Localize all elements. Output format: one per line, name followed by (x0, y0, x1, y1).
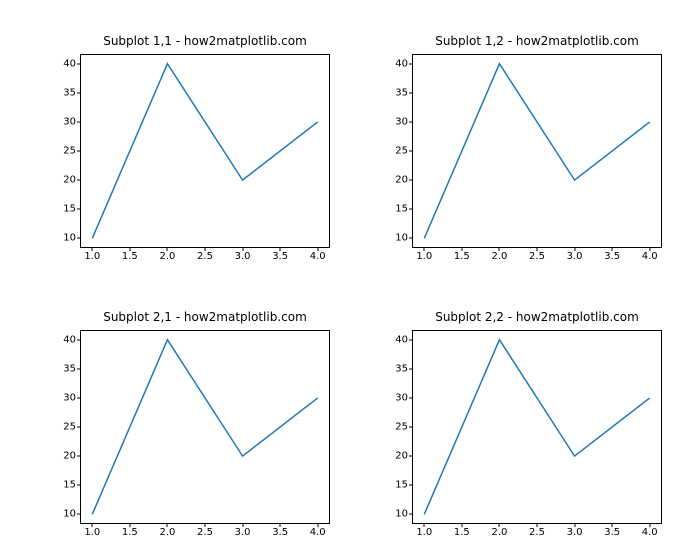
y-tick-label: 20 (63, 175, 76, 186)
y-tick-label: 10 (63, 233, 76, 244)
x-tick-label: 2.0 (491, 251, 507, 262)
y-tick-label: 10 (395, 509, 408, 520)
y-tick-label: 20 (395, 175, 408, 186)
y-tick-label: 10 (63, 509, 76, 520)
y-tick-label: 15 (395, 204, 408, 215)
x-tick-label: 2.5 (529, 527, 545, 538)
y-tick-label: 25 (63, 422, 76, 433)
subplot-2: Subplot 1,2 - how2matplotlib.com1.01.52.… (412, 54, 662, 248)
x-tick-label: 3.5 (604, 527, 620, 538)
x-tick-label: 1.0 (84, 527, 100, 538)
y-tick-label: 15 (63, 204, 76, 215)
figure: Subplot 1,1 - how2matplotlib.com1.01.52.… (0, 0, 700, 560)
x-tick-label: 3.5 (272, 527, 288, 538)
x-tick-label: 1.0 (84, 251, 100, 262)
line-plot (413, 55, 661, 247)
x-tick-label: 4.0 (642, 251, 658, 262)
data-line (424, 64, 649, 239)
y-tick-label: 30 (395, 116, 408, 127)
x-tick-label: 3.0 (235, 527, 251, 538)
y-tick-label: 35 (63, 87, 76, 98)
axes: 1.01.52.02.53.03.54.010152025303540 (80, 330, 330, 524)
x-tick-label: 1.5 (454, 251, 470, 262)
y-tick-label: 20 (63, 451, 76, 462)
x-tick-label: 3.5 (604, 251, 620, 262)
y-tick-label: 20 (395, 451, 408, 462)
axes: 1.01.52.02.53.03.54.010152025303540 (412, 54, 662, 248)
x-tick-label: 1.0 (416, 251, 432, 262)
x-tick-label: 3.0 (567, 251, 583, 262)
x-tick-label: 4.0 (310, 251, 326, 262)
y-tick-label: 35 (63, 363, 76, 374)
x-tick-label: 4.0 (642, 527, 658, 538)
data-line (92, 64, 317, 239)
y-tick-label: 40 (63, 58, 76, 69)
y-tick-label: 25 (63, 146, 76, 157)
x-tick-label: 2.0 (159, 527, 175, 538)
subplot-1: Subplot 1,1 - how2matplotlib.com1.01.52.… (80, 54, 330, 248)
x-tick-label: 2.5 (197, 251, 213, 262)
y-tick-label: 40 (395, 334, 408, 345)
x-tick-label: 3.0 (567, 527, 583, 538)
subplot-title: Subplot 1,2 - how2matplotlib.com (412, 34, 662, 48)
y-tick-label: 40 (63, 334, 76, 345)
x-tick-label: 3.0 (235, 251, 251, 262)
line-plot (413, 331, 661, 523)
y-tick-label: 10 (395, 233, 408, 244)
x-tick-label: 2.0 (491, 527, 507, 538)
subplot-title: Subplot 2,2 - how2matplotlib.com (412, 310, 662, 324)
y-tick-label: 30 (395, 392, 408, 403)
data-line (92, 340, 317, 515)
subplot-4: Subplot 2,2 - how2matplotlib.com1.01.52.… (412, 330, 662, 524)
x-tick-label: 2.0 (159, 251, 175, 262)
axes: 1.01.52.02.53.03.54.010152025303540 (412, 330, 662, 524)
y-tick-label: 15 (395, 480, 408, 491)
y-tick-label: 25 (395, 422, 408, 433)
x-tick-label: 4.0 (310, 527, 326, 538)
line-plot (81, 331, 329, 523)
x-tick-label: 1.5 (122, 251, 138, 262)
subplot-title: Subplot 1,1 - how2matplotlib.com (80, 34, 330, 48)
x-tick-label: 1.0 (416, 527, 432, 538)
y-tick-label: 35 (395, 363, 408, 374)
x-tick-label: 1.5 (454, 527, 470, 538)
y-tick-label: 35 (395, 87, 408, 98)
x-tick-label: 2.5 (529, 251, 545, 262)
subplot-3: Subplot 2,1 - how2matplotlib.com1.01.52.… (80, 330, 330, 524)
y-tick-label: 40 (395, 58, 408, 69)
y-tick-label: 30 (63, 392, 76, 403)
y-tick-label: 25 (395, 146, 408, 157)
data-line (424, 340, 649, 515)
x-tick-label: 3.5 (272, 251, 288, 262)
axes: 1.01.52.02.53.03.54.010152025303540 (80, 54, 330, 248)
x-tick-label: 2.5 (197, 527, 213, 538)
line-plot (81, 55, 329, 247)
y-tick-label: 30 (63, 116, 76, 127)
y-tick-label: 15 (63, 480, 76, 491)
subplot-title: Subplot 2,1 - how2matplotlib.com (80, 310, 330, 324)
x-tick-label: 1.5 (122, 527, 138, 538)
